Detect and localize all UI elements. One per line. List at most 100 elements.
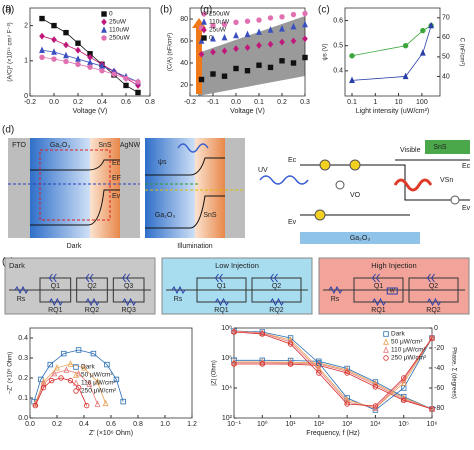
legend-label: 250 μW/cm² xyxy=(391,355,427,362)
circuit-box xyxy=(318,257,470,315)
resistor xyxy=(171,285,186,295)
element-label: RQ2 xyxy=(426,307,441,314)
sns-layer xyxy=(90,138,120,238)
legend-label: 110uW xyxy=(109,27,130,34)
element-label: RQ3 xyxy=(121,307,136,314)
marker xyxy=(73,379,79,386)
y2-axis-label: Phase, Σ (degrees) xyxy=(450,347,456,398)
marker xyxy=(32,402,39,409)
marker xyxy=(279,38,285,46)
y-tick-label: 1 xyxy=(24,58,28,65)
marker xyxy=(101,11,107,17)
marker xyxy=(94,400,101,407)
marker xyxy=(51,48,57,55)
x-tick-label: 1 xyxy=(373,99,377,106)
y-tick-label: 0.4 xyxy=(18,335,28,342)
marker xyxy=(221,33,228,41)
cpe xyxy=(426,273,435,283)
marker xyxy=(75,46,81,54)
x-tick-label: 100 xyxy=(416,99,428,106)
y-tick-label: 0.5 xyxy=(333,43,343,50)
marker xyxy=(290,37,297,45)
element-label: RQ2 xyxy=(85,307,100,314)
x-tick-label: 0.8 xyxy=(133,421,143,428)
marker xyxy=(63,29,69,36)
circuit-title: Dark xyxy=(9,261,25,270)
marker xyxy=(302,54,308,61)
marker xyxy=(231,329,237,335)
marker xyxy=(402,43,409,49)
layer-label: FTO xyxy=(12,142,26,149)
resistor xyxy=(85,297,100,307)
marker xyxy=(279,25,285,32)
uv-photon xyxy=(259,175,309,185)
marker xyxy=(48,377,55,384)
marker xyxy=(135,89,141,96)
y-tick-label: 0.3 xyxy=(18,355,28,362)
y2-tick-label: 50 xyxy=(442,54,450,61)
x-axis-label: Voltage (V) xyxy=(73,108,108,115)
marker xyxy=(302,20,308,28)
legend-label: 25uW xyxy=(109,19,127,26)
layer-label: SnS xyxy=(203,212,217,219)
x-tick-label: 0.8 xyxy=(145,99,155,106)
marker xyxy=(67,377,74,384)
marker xyxy=(63,51,69,59)
marker xyxy=(244,30,251,38)
y-tick-label: 80 xyxy=(180,16,188,23)
marker xyxy=(101,26,107,33)
x-tick-label: 0.0 xyxy=(49,99,59,106)
series-line xyxy=(233,330,433,411)
block-label: Ga₂O₃ xyxy=(350,235,371,242)
marker xyxy=(135,79,141,85)
element-label: RQ1 xyxy=(214,307,229,314)
cpe xyxy=(85,273,94,283)
electron xyxy=(349,159,361,171)
marker xyxy=(198,76,205,83)
defect-label: VSn xyxy=(440,177,453,184)
cpe xyxy=(214,273,223,283)
y-tick-label: 20 xyxy=(180,82,188,89)
cpe xyxy=(371,273,380,283)
x-tick-label: 10⁰ xyxy=(257,420,268,428)
marker xyxy=(198,50,205,58)
marker xyxy=(104,361,110,368)
marker xyxy=(290,22,297,30)
x-tick-label: 10² xyxy=(314,421,325,428)
y-axis-label: ψs (V) xyxy=(323,44,329,61)
marker xyxy=(279,58,285,64)
band-ec xyxy=(145,157,225,176)
marker xyxy=(67,360,74,367)
element-label: Q1 xyxy=(374,283,383,290)
marker xyxy=(61,350,67,357)
marker xyxy=(87,64,93,70)
marker xyxy=(383,338,389,345)
panel-label: (d) xyxy=(2,125,14,136)
marker xyxy=(233,19,239,25)
marker xyxy=(111,71,117,77)
panel-label: (g) xyxy=(200,5,212,16)
level-label: Ev xyxy=(462,205,471,212)
y-tick-label: 0.6 xyxy=(333,17,343,24)
series-line xyxy=(234,359,433,410)
series-line xyxy=(351,25,432,81)
plot-frame xyxy=(29,7,151,97)
y-tick-label: 10² xyxy=(222,415,233,422)
marker xyxy=(51,56,57,62)
marker xyxy=(244,18,251,24)
marker xyxy=(51,36,57,44)
sns-block xyxy=(425,140,470,154)
y-axis-label: −Z'' (×10⁶ Ohm) xyxy=(7,352,14,394)
legend-label: 110uW xyxy=(209,19,230,26)
element-label: Q2 xyxy=(272,283,281,290)
marker xyxy=(39,32,45,40)
level-label: Ec xyxy=(112,160,121,167)
y-tick-label: 2 xyxy=(24,22,28,29)
layer-label: Ga₂O₃ xyxy=(50,142,71,149)
cpe xyxy=(269,273,278,283)
diagram-d: (d) FTO Ga₂O₃ SnS AgNW Ec EF Ev Dark ψs … xyxy=(2,125,471,250)
resistor xyxy=(372,297,386,307)
electron xyxy=(319,159,331,171)
marker xyxy=(349,53,355,59)
marker xyxy=(123,82,129,89)
